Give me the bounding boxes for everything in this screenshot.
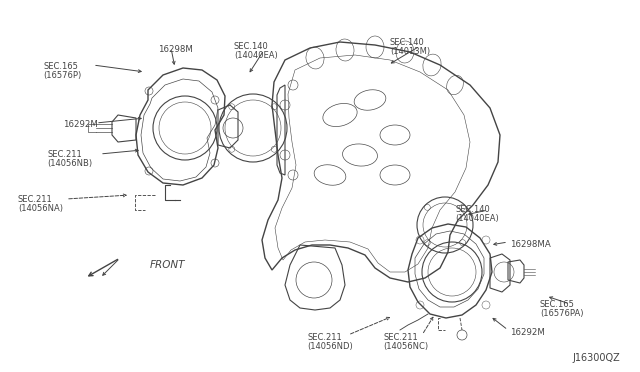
- Text: 16298MA: 16298MA: [510, 240, 551, 249]
- Text: (16576P): (16576P): [43, 71, 81, 80]
- Text: (14056ND): (14056ND): [307, 342, 353, 351]
- Text: 16292M: 16292M: [510, 328, 545, 337]
- Text: SEC.140: SEC.140: [455, 205, 490, 214]
- Text: SEC.211: SEC.211: [18, 195, 52, 204]
- Text: (14056NB): (14056NB): [47, 159, 92, 168]
- Text: SEC.140: SEC.140: [390, 38, 425, 47]
- Text: (16576PA): (16576PA): [540, 309, 584, 318]
- Text: (14040EA): (14040EA): [234, 51, 278, 60]
- Text: SEC.165: SEC.165: [540, 300, 575, 309]
- Text: SEC.211: SEC.211: [383, 333, 418, 342]
- Text: (14040EA): (14040EA): [455, 214, 499, 223]
- Text: SEC.211: SEC.211: [307, 333, 342, 342]
- Text: (14056NC): (14056NC): [383, 342, 428, 351]
- Text: SEC.165: SEC.165: [43, 62, 78, 71]
- Text: SEC.140: SEC.140: [234, 42, 269, 51]
- Text: FRONT: FRONT: [150, 260, 186, 270]
- Text: (14056NA): (14056NA): [18, 204, 63, 213]
- Text: 16292M: 16292M: [63, 120, 98, 129]
- Text: SEC.211: SEC.211: [47, 150, 82, 159]
- Text: (14013M): (14013M): [390, 47, 430, 56]
- Text: 16298M: 16298M: [157, 45, 193, 54]
- Text: J16300QZ: J16300QZ: [572, 353, 620, 363]
